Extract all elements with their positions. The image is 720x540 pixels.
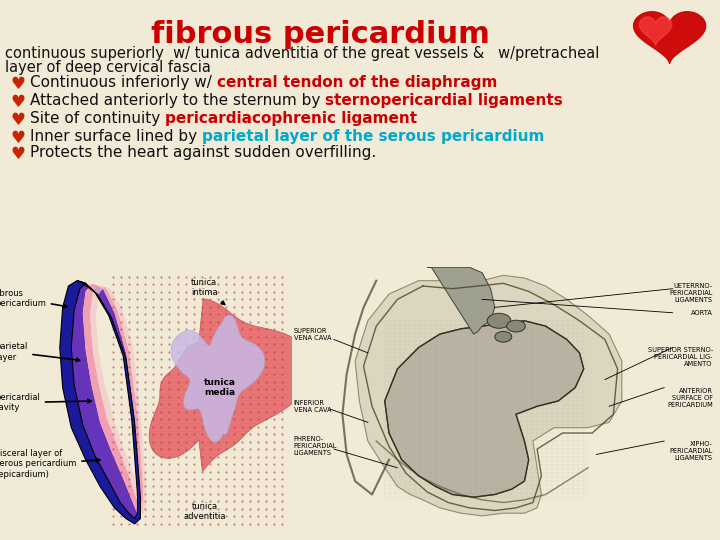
- Polygon shape: [427, 267, 495, 334]
- Polygon shape: [60, 281, 140, 524]
- Polygon shape: [355, 275, 622, 516]
- Polygon shape: [171, 315, 265, 442]
- Polygon shape: [639, 17, 672, 45]
- Text: SUPERIOR STERNO-
PERICARDIAL LIG-
AMENTO: SUPERIOR STERNO- PERICARDIAL LIG- AMENTO: [647, 348, 713, 368]
- Text: continuous superiorly  w/ tunica adventitia of the great vessels &   w/pretrache: continuous superiorly w/ tunica adventit…: [5, 46, 599, 61]
- Text: AORTA: AORTA: [691, 310, 713, 316]
- Text: tunica
adventitia: tunica adventitia: [184, 502, 227, 521]
- Text: ♥: ♥: [11, 93, 25, 111]
- Text: Continuous inferiorly w/: Continuous inferiorly w/: [30, 75, 217, 90]
- Circle shape: [507, 320, 526, 332]
- Polygon shape: [90, 286, 146, 515]
- Polygon shape: [384, 321, 584, 497]
- Circle shape: [487, 313, 511, 328]
- Text: ♥: ♥: [11, 145, 25, 163]
- Text: ANTERIOR
SURFACE OF
PERICARDIUM: ANTERIOR SURFACE OF PERICARDIUM: [667, 388, 713, 408]
- Text: XIPHO-
PERICARDIAL
LIGAMENTS: XIPHO- PERICARDIAL LIGAMENTS: [670, 441, 713, 461]
- Text: fibrous
pericardium: fibrous pericardium: [0, 289, 67, 308]
- Text: visceral layer of
serous pericardium
(epicardium): visceral layer of serous pericardium (ep…: [0, 449, 100, 479]
- Circle shape: [495, 332, 512, 342]
- Polygon shape: [83, 285, 143, 516]
- Text: Protects the heart against sudden overfilling.: Protects the heart against sudden overfi…: [30, 145, 377, 160]
- Text: pericardial
cavity: pericardial cavity: [0, 393, 91, 413]
- Polygon shape: [71, 284, 140, 518]
- Text: layer of deep cervical fascia: layer of deep cervical fascia: [5, 60, 211, 75]
- Text: parietal layer of the serous pericardium: parietal layer of the serous pericardium: [202, 129, 544, 144]
- Text: ♥: ♥: [11, 111, 25, 129]
- Text: pericardiacophrenic ligament: pericardiacophrenic ligament: [165, 111, 418, 126]
- Text: INFERIOR
VENA CAVA: INFERIOR VENA CAVA: [294, 400, 331, 413]
- Text: PHRENO-
PERICARDIAL
LIGAMENTS: PHRENO- PERICARDIAL LIGAMENTS: [294, 436, 337, 456]
- Text: Attached anteriorly to the sternum by: Attached anteriorly to the sternum by: [30, 93, 325, 108]
- Text: SUPERIOR
VENA CAVA: SUPERIOR VENA CAVA: [294, 328, 331, 341]
- Text: Inner surface lined by: Inner surface lined by: [30, 129, 202, 144]
- Text: ♥: ♥: [11, 75, 25, 93]
- Polygon shape: [149, 299, 312, 471]
- Text: Site of continuity: Site of continuity: [30, 111, 165, 126]
- Polygon shape: [634, 12, 706, 63]
- Text: ♥: ♥: [11, 129, 25, 147]
- Text: UETERRNO-
PERICARDIAL
LIGAMENTS: UETERRNO- PERICARDIAL LIGAMENTS: [670, 284, 713, 303]
- Text: central tendon of the diaphragm: central tendon of the diaphragm: [217, 75, 497, 90]
- Text: tunica
media: tunica media: [204, 378, 235, 397]
- Text: sternopericardial ligaments: sternopericardial ligaments: [325, 93, 563, 108]
- Text: tunica
intima: tunica intima: [191, 278, 225, 305]
- Text: fibrous pericardium: fibrous pericardium: [150, 20, 490, 49]
- Text: parietal
layer: parietal layer: [0, 342, 80, 362]
